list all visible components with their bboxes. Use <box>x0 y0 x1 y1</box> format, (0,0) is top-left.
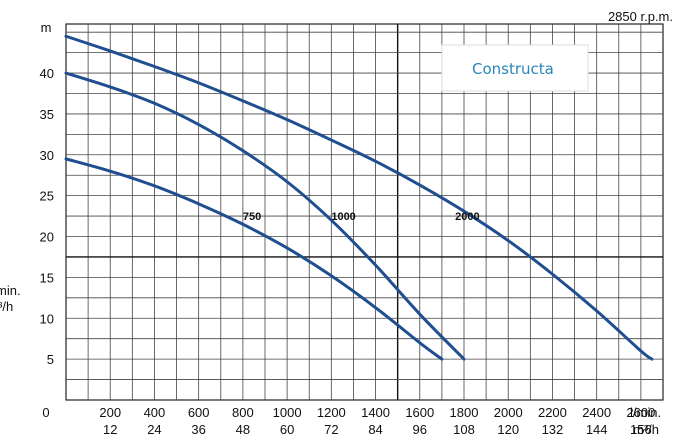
x-tick-label-m3h: 120 <box>497 422 519 437</box>
y-tick-label: 40 <box>40 66 54 81</box>
curve-label-750: 750 <box>243 211 261 223</box>
origin-label: 0 <box>42 405 49 420</box>
x-tick-label-m3h: 60 <box>280 422 294 437</box>
x-tick-label-lmin: 800 <box>232 405 254 420</box>
x-tick-label-lmin: 1200 <box>317 405 346 420</box>
y-tick-label: 15 <box>40 270 54 285</box>
x-tick-label-m3h: 24 <box>147 422 161 437</box>
x-unit-primary: l/min. <box>630 405 661 420</box>
x-tick-label-m3h: 36 <box>191 422 205 437</box>
y-tick-label: 30 <box>40 148 54 163</box>
curve-label-1000: 1000 <box>331 211 355 223</box>
x-tick-label-lmin: 2400 <box>582 405 611 420</box>
x-tick-label-lmin: 1800 <box>450 405 479 420</box>
chart-tick-labels: 5101520253035402001240024600368004810006… <box>40 66 656 437</box>
y-tick-label: 20 <box>40 230 54 245</box>
x-unit-secondary: m³/h <box>633 422 659 437</box>
x-tick-label-m3h: 12 <box>103 422 117 437</box>
x-tick-label-lmin: 2200 <box>538 405 567 420</box>
y-tick-label: 5 <box>47 352 54 367</box>
left-cut-label-2: ³/h <box>0 299 13 314</box>
x-tick-label-lmin: 400 <box>144 405 166 420</box>
brand-box: Constructa <box>442 45 588 91</box>
x-tick-label-lmin: 1000 <box>273 405 302 420</box>
x-tick-label-lmin: 1400 <box>361 405 390 420</box>
y-tick-label: 10 <box>40 311 54 326</box>
x-tick-label-lmin: 600 <box>188 405 210 420</box>
x-tick-label-lmin: 1600 <box>405 405 434 420</box>
x-tick-label-lmin: 2000 <box>494 405 523 420</box>
left-cut-label-1: min. <box>0 283 21 298</box>
x-tick-label-m3h: 84 <box>368 422 382 437</box>
y-tick-label: 25 <box>40 189 54 204</box>
y-axis-unit: m <box>41 20 52 35</box>
x-tick-label-m3h: 48 <box>236 422 250 437</box>
brand-label: Constructa <box>472 60 554 78</box>
curve-750 <box>66 159 442 359</box>
x-tick-label-m3h: 132 <box>542 422 564 437</box>
rpm-label: 2850 r.p.m. <box>608 9 673 24</box>
y-tick-label: 35 <box>40 107 54 122</box>
x-tick-label-m3h: 108 <box>453 422 475 437</box>
x-tick-label-m3h: 144 <box>586 422 608 437</box>
curve-label-2000: 2000 <box>455 211 479 223</box>
x-tick-label-lmin: 200 <box>99 405 121 420</box>
x-tick-label-m3h: 72 <box>324 422 338 437</box>
x-tick-label-m3h: 96 <box>413 422 427 437</box>
